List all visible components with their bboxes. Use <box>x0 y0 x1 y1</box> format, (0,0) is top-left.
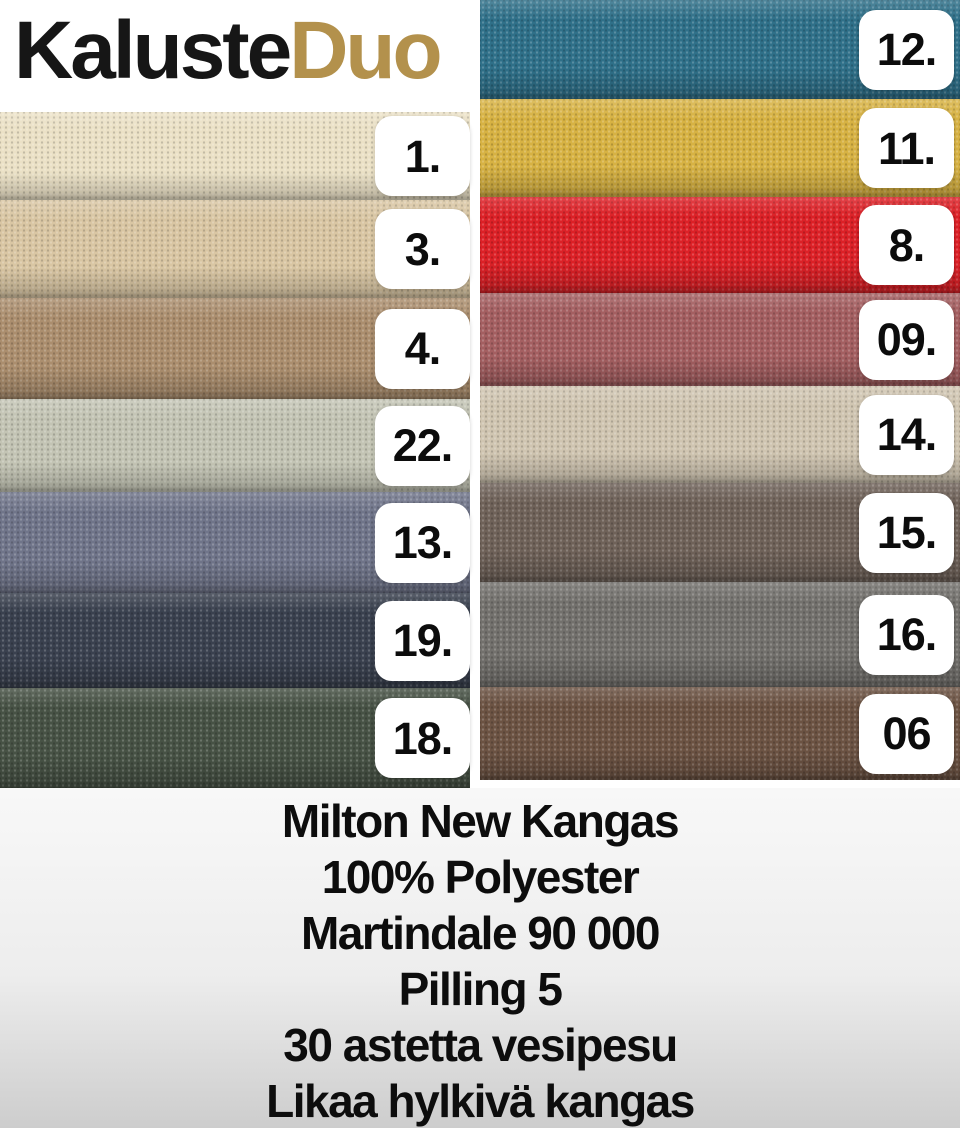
swatch-number: 13. <box>392 517 454 568</box>
swatch-number-badge: 16. <box>859 594 954 675</box>
fabric-swatch: 18. <box>0 688 470 788</box>
fabric-spec-line: Pilling 5 <box>398 963 563 1015</box>
fabric-swatch: 1. <box>0 112 470 200</box>
fabric-swatch: 12. <box>480 0 960 99</box>
fabric-swatch: 06 <box>480 687 960 780</box>
fabric-swatch: 4. <box>0 298 470 399</box>
fabric-swatch: 3. <box>0 200 470 298</box>
brand-logo: KalusteDuo <box>0 0 470 112</box>
fabric-spec-line: 100% Polyester <box>321 851 640 903</box>
swatch-number-badge: 3. <box>375 209 470 289</box>
swatch-number: 16. <box>876 609 938 660</box>
swatch-number: 19. <box>392 615 454 666</box>
swatch-number-badge: 09. <box>859 299 954 380</box>
swatch-number-badge: 11. <box>859 108 954 188</box>
fabric-swatch: 8. <box>480 197 960 293</box>
swatch-number: 8. <box>888 219 926 271</box>
fabric-swatch: 19. <box>0 593 470 688</box>
logo-text-duo: Duo <box>289 5 442 96</box>
fabric-swatch: 09. <box>480 293 960 386</box>
fabric-spec-line: Martindale 90 000 <box>300 907 661 959</box>
logo-text-kaluste: Kaluste <box>14 5 292 96</box>
swatch-number-badge: 18. <box>375 698 470 778</box>
swatch-number: 4. <box>404 323 442 374</box>
fabric-swatch: 22. <box>0 399 470 492</box>
swatch-number: 06 <box>882 708 931 759</box>
swatch-number-badge: 06 <box>859 693 954 774</box>
fabric-spec-line: 30 astetta vesipesu <box>283 1019 678 1071</box>
swatch-number-badge: 15. <box>859 492 954 573</box>
fabric-swatch: 11. <box>480 99 960 197</box>
fabric-spec-line: Likaa hylkivä kangas <box>266 1075 695 1127</box>
fabric-spec-line: Milton New Kangas <box>281 795 680 847</box>
swatch-number-badge: 13. <box>375 502 470 583</box>
fabric-swatch: 14. <box>480 386 960 483</box>
swatch-number: 11. <box>877 122 936 174</box>
swatch-number: 14. <box>876 409 938 460</box>
swatch-number-badge: 1. <box>375 116 470 196</box>
fabric-swatch: 15. <box>480 483 960 582</box>
swatch-number-badge: 22. <box>375 405 470 486</box>
fabric-swatch: 16. <box>480 582 960 687</box>
swatch-number-badge: 8. <box>859 205 954 285</box>
fabric-column-left: 1. 3. 4. 22. 13. 19. 18. <box>0 112 470 788</box>
swatch-number: 22. <box>392 420 454 471</box>
swatch-number-badge: 19. <box>375 600 470 681</box>
fabric-specs: Milton New Kangas 100% Polyester Martindal… <box>0 788 960 1128</box>
swatch-number-badge: 12. <box>859 9 954 90</box>
swatch-number: 09. <box>876 314 938 365</box>
swatch-number: 1. <box>404 130 442 182</box>
fabric-swatch: 13. <box>0 492 470 593</box>
swatch-number-badge: 4. <box>375 308 470 389</box>
swatch-number: 15. <box>876 507 938 558</box>
fabric-column-right: 12. 11. 8. 09. 14. 15. 16. 06 <box>480 0 960 780</box>
swatch-number: 12. <box>876 24 938 75</box>
swatch-number: 3. <box>404 223 442 275</box>
swatch-number-badge: 14. <box>859 394 954 475</box>
swatch-number: 18. <box>392 712 454 764</box>
